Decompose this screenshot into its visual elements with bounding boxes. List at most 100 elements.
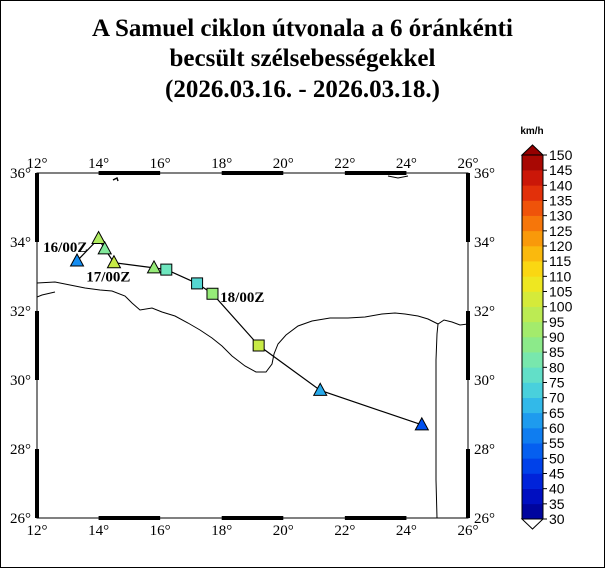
colorbar-cell (522, 215, 543, 232)
colorbar-label: 60 (549, 420, 565, 436)
lon-tick-label-bottom: 14° (88, 523, 109, 539)
colorbar-cell (522, 352, 543, 368)
cyclone-track (69, 230, 430, 431)
map-area: 16/00Z 17/00Z 18/00Z 12° 12° 14° 14° 16° 16° 18°… (10, 156, 495, 539)
lon-tick-label-bottom: 16° (150, 523, 171, 539)
colorbar-label: 145 (549, 162, 573, 178)
title-line-2: becsült szélsebességekkel (169, 45, 436, 72)
colorbar-label: 80 (549, 359, 565, 375)
lon-tick-label-top: 20° (273, 156, 294, 172)
title-line-1: A Samuel ciklon útvonala a 6 óránkénti (92, 15, 513, 42)
map-frame-ticks (35, 171, 470, 520)
colorbar-unit-label: km/h (520, 126, 543, 137)
frame-segment-left (35, 449, 39, 518)
colorbar-label: 140 (549, 177, 573, 193)
colorbar-cell (522, 412, 543, 429)
malta-island (112, 177, 119, 182)
colorbar-label: 55 (549, 435, 565, 451)
lon-tick-label-top: 16° (150, 156, 171, 172)
lat-tick-label-right: 30° (474, 373, 495, 389)
colorbar-label: 125 (549, 223, 573, 239)
frame-segment-bottom (221, 516, 284, 520)
track-point-triangle (414, 416, 430, 431)
frame-segment-right (466, 311, 470, 380)
colorbar-cell (522, 321, 543, 338)
track-point-square (206, 287, 219, 300)
colorbar-cell (522, 503, 543, 520)
colorbar-label: 110 (549, 268, 572, 284)
colorbar-cell (522, 246, 543, 262)
colorbar-label: 90 (549, 329, 565, 345)
lon-tick-label-bottom: 22° (334, 523, 355, 539)
colorbar-cell (522, 276, 543, 292)
frame-segment-left (35, 173, 39, 242)
colorbar-label: 65 (549, 405, 565, 421)
title-line-3: (2026.03.16. - 2026.03.18.) (165, 76, 440, 103)
lon-tick-label-top: 12° (27, 156, 48, 172)
colorbar-label: 40 (549, 481, 565, 497)
colorbar-cell (522, 382, 543, 398)
frame-segment-top (221, 171, 284, 175)
lon-tick-label-top: 26° (458, 156, 479, 172)
lat-tick-label-left: 28° (10, 442, 31, 458)
lon-tick-label-top: 14° (88, 156, 109, 172)
frame-segment-right (466, 173, 470, 242)
lat-tick-label-right: 28° (474, 442, 495, 458)
colorbar-cell (522, 291, 543, 307)
wind-speed-colorbar: km/h 15014514013513012512011511010510095… (520, 126, 573, 530)
map-background (37, 173, 468, 518)
colorbar-label: 85 (549, 344, 565, 360)
colorbar-min-arrow (520, 518, 545, 530)
track-point-triangle (91, 230, 106, 245)
track-point-triangle (146, 259, 162, 274)
colorbar-label: 120 (549, 238, 573, 254)
colorbar-cell (522, 397, 543, 414)
libya-tunisia-border (37, 291, 56, 298)
colorbar-label: 30 (549, 511, 565, 527)
colorbar-max-arrow (520, 144, 545, 156)
lon-tick-label-top: 24° (396, 156, 417, 172)
lat-tick-label-right: 36° (474, 166, 495, 182)
frame-segment-top (344, 171, 407, 175)
frame-segment-bottom (344, 516, 407, 520)
lon-tick-label-top: 22° (334, 156, 355, 172)
lat-tick-label-left: 30° (10, 373, 31, 389)
lat-tick-label-left: 26° (10, 511, 31, 527)
colorbar-cell (522, 473, 543, 489)
colorbar-label: 130 (549, 208, 573, 224)
colorbar-label: 150 (549, 147, 573, 163)
frame-segment-bottom (98, 516, 161, 520)
colorbar-cell (522, 306, 543, 323)
axis-tick-labels: 12° 12° 14° 14° 16° 16° 18° 18° 20° 20° 22° 22° 24° 2… (10, 156, 495, 539)
track-time-label: 18/00Z (220, 290, 264, 306)
lon-tick-label-bottom: 24° (396, 523, 417, 539)
colorbar-cell (522, 443, 543, 459)
track-point-triangle (312, 382, 328, 396)
lon-tick-label-bottom: 20° (273, 523, 294, 539)
lat-tick-label-left: 36° (10, 166, 31, 182)
colorbar-cell (522, 261, 543, 277)
frame-segment-left (35, 311, 39, 380)
lat-tick-label-right: 32° (474, 304, 495, 320)
colorbar-cell (522, 458, 543, 474)
frame-segment-top (98, 171, 161, 175)
colorbar-cell (522, 170, 543, 186)
colorbar-label: 100 (549, 299, 573, 315)
colorbar-cell (522, 185, 543, 201)
track-point-triangle (97, 240, 113, 255)
colorbar-label: 115 (549, 253, 572, 269)
colorbar-cell (522, 428, 543, 444)
north-africa-coastline (37, 281, 468, 373)
colorbar-label: 75 (549, 375, 565, 391)
coastlines (37, 175, 468, 518)
colorbar-cell (522, 488, 543, 505)
egypt-libya-border (435, 323, 439, 518)
colorbar-label: 135 (549, 193, 573, 209)
track-point-square (160, 263, 173, 276)
lon-tick-label-bottom: 26° (458, 523, 479, 539)
track-point-square (252, 339, 265, 352)
colorbar-label: 70 (549, 390, 565, 406)
crete-island (387, 175, 409, 179)
track-time-label: 16/00Z (43, 240, 87, 256)
colorbar-cell (522, 337, 543, 353)
